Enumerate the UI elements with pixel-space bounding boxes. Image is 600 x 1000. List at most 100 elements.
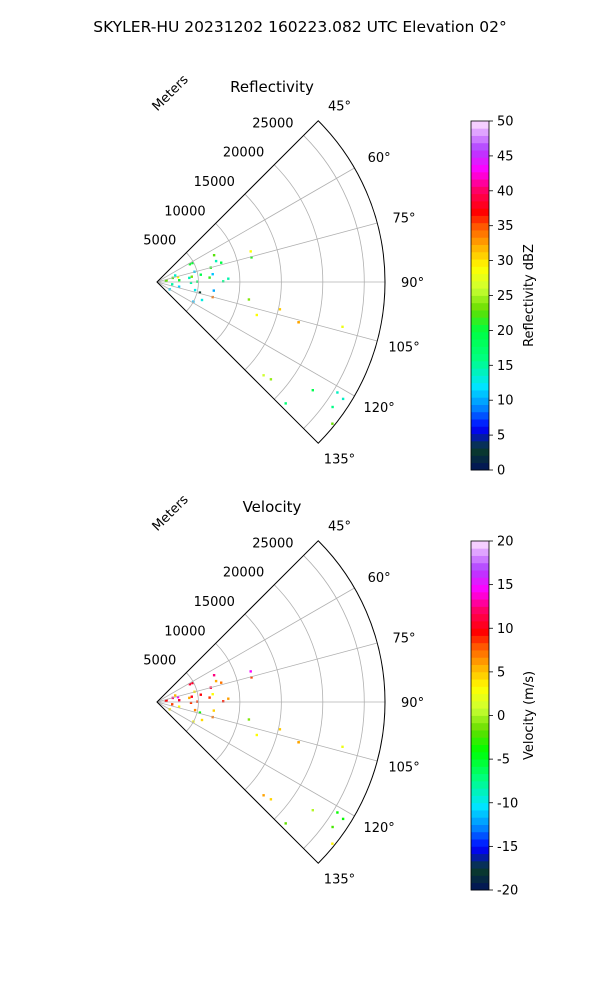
panel-title: Velocity bbox=[243, 498, 302, 516]
echo-layer bbox=[164, 250, 345, 425]
echo-pixel bbox=[255, 733, 258, 737]
colorbar-segment bbox=[471, 375, 489, 384]
r-tick-label: 15000 bbox=[194, 595, 235, 610]
echo-pixel bbox=[297, 741, 300, 744]
echo-pixel bbox=[247, 718, 251, 721]
colorbar-segment bbox=[471, 577, 489, 586]
echo-pixel bbox=[249, 250, 252, 253]
colorbar-segment bbox=[471, 599, 489, 607]
colorbar-segment bbox=[471, 302, 489, 311]
colorbar-tick-label: 40 bbox=[497, 184, 514, 199]
colorbar-segment bbox=[471, 215, 489, 224]
colorbar-tick-label: 45 bbox=[497, 149, 514, 164]
echo-pixel bbox=[214, 679, 218, 683]
velocity-panel: Velocity 45° 60° 75° 90° 105° 120° 135° 5000 1000… bbox=[143, 492, 537, 898]
echo-pixel bbox=[171, 283, 174, 286]
colorbar-tick-label: 15 bbox=[497, 578, 514, 593]
r-axis-label: Meters bbox=[150, 72, 192, 114]
echo-pixel bbox=[331, 842, 334, 845]
colorbar-segment bbox=[471, 193, 489, 202]
theta-tick-label: 105° bbox=[388, 761, 419, 776]
colorbar-segment bbox=[471, 448, 489, 456]
echo-pixel bbox=[284, 402, 287, 405]
colorbar-segment bbox=[471, 795, 489, 804]
colorbar-segment bbox=[471, 810, 489, 818]
colorbar-segment bbox=[471, 730, 489, 738]
colorbar-segment bbox=[471, 382, 489, 391]
colorbar-segment bbox=[471, 273, 489, 282]
echo-pixel bbox=[164, 699, 168, 702]
colorbar-segment bbox=[471, 121, 489, 129]
theta-tick-label: 120° bbox=[363, 821, 394, 836]
r-tick-label: 5000 bbox=[143, 234, 176, 249]
echo-pixel bbox=[177, 285, 181, 288]
echo-pixel bbox=[198, 711, 202, 714]
echo-pixel bbox=[341, 325, 344, 328]
colorbar-segment bbox=[471, 759, 489, 767]
echo-pixel bbox=[178, 279, 181, 282]
echo-pixel bbox=[191, 681, 194, 685]
colorbar-segment bbox=[471, 882, 489, 891]
panel-title: Reflectivity bbox=[230, 78, 314, 96]
echo-pixel bbox=[247, 298, 251, 301]
colorbar-segment bbox=[471, 548, 489, 556]
colorbar-segment bbox=[471, 331, 489, 340]
echo-pixel bbox=[331, 405, 334, 409]
colorbar-segment bbox=[471, 186, 489, 195]
polar-grid bbox=[156, 540, 385, 864]
echo-pixel bbox=[297, 321, 300, 324]
colorbar-segment bbox=[471, 171, 489, 180]
colorbar-segment bbox=[471, 150, 489, 158]
radial-gridline bbox=[156, 167, 355, 283]
theta-tick-label: 135° bbox=[324, 452, 355, 467]
theta-tick-label: 75° bbox=[393, 631, 416, 646]
r-tick-label: 10000 bbox=[164, 204, 205, 219]
echo-layer bbox=[164, 670, 345, 845]
echo-pixel bbox=[174, 694, 177, 697]
colorbar-segment bbox=[471, 628, 489, 636]
colorbar-segment bbox=[471, 620, 489, 629]
colorbar-segment bbox=[471, 708, 489, 716]
colorbar-segment bbox=[471, 440, 489, 449]
colorbar-segment bbox=[471, 157, 489, 166]
r-tick-label: 10000 bbox=[164, 624, 205, 639]
echo-pixel bbox=[190, 695, 193, 698]
colorbar-segment bbox=[471, 853, 489, 862]
colorbar-segment bbox=[471, 128, 489, 136]
echo-pixel bbox=[220, 681, 223, 684]
theta-tick-label: 75° bbox=[393, 211, 416, 226]
theta-tick-label: 90° bbox=[401, 696, 424, 711]
colorbar-tick-label: -20 bbox=[497, 884, 518, 899]
colorbar-segment bbox=[471, 766, 489, 775]
colorbar-segment bbox=[471, 142, 489, 151]
echo-pixel bbox=[198, 291, 202, 294]
echo-pixel bbox=[278, 728, 282, 731]
colorbar-segment bbox=[471, 208, 489, 216]
echo-pixel bbox=[336, 391, 339, 394]
colorbar-tick-label: -10 bbox=[497, 796, 518, 811]
echo-pixel bbox=[278, 308, 282, 311]
colorbar-segment bbox=[471, 295, 489, 304]
r-axis-label: Meters bbox=[150, 492, 192, 534]
colorbar-segment bbox=[471, 773, 489, 782]
theta-tick-label: 105° bbox=[388, 341, 419, 356]
theta-tick-label: 60° bbox=[368, 571, 391, 586]
colorbar-tick-label: 5 bbox=[497, 665, 505, 680]
theta-tick-label: 45° bbox=[328, 520, 351, 535]
colorbar-segment bbox=[471, 266, 489, 275]
colorbar-segment bbox=[471, 671, 489, 680]
colorbar-tick-label: -5 bbox=[497, 753, 510, 768]
colorbar-segment bbox=[471, 339, 489, 347]
colorbar-segment bbox=[471, 390, 489, 398]
colorbar-segment bbox=[471, 541, 489, 549]
echo-pixel bbox=[188, 683, 192, 686]
echo-pixel bbox=[336, 811, 339, 814]
colorbar-segment bbox=[471, 780, 489, 789]
colorbar-tick-label: 10 bbox=[497, 394, 514, 409]
echo-pixel bbox=[255, 313, 258, 317]
echo-pixel bbox=[190, 275, 193, 278]
r-tick-label: 25000 bbox=[252, 116, 293, 131]
colorbar-segment bbox=[471, 839, 489, 847]
echo-pixel bbox=[188, 276, 191, 280]
